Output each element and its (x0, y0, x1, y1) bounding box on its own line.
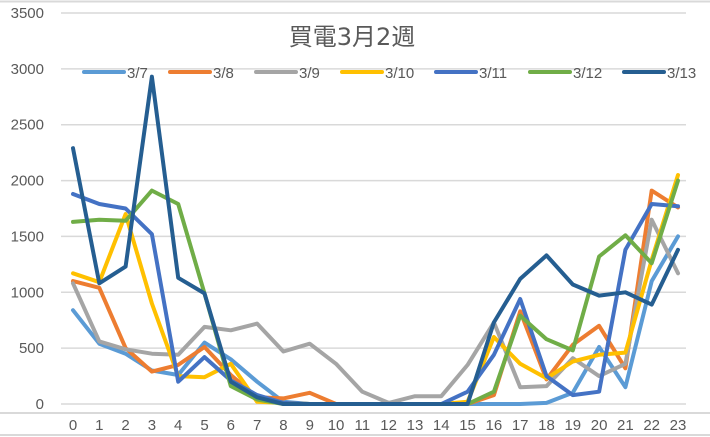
x-tick-label: 0 (69, 417, 77, 434)
series-lines (71, 74, 680, 406)
x-axis-ticks: 0 1 2 3 4 5 6 7 8 9 10 11 12 13 14 15 16 17 18 19 20 21 22 23 (69, 417, 687, 434)
x-tick-label: 4 (174, 417, 182, 434)
x-tick-label: 7 (253, 417, 261, 434)
x-tick-label: 9 (306, 417, 314, 434)
x-tick-label: 3 (148, 417, 156, 434)
legend-label: 3/11 (479, 65, 507, 82)
y-axis-ticks: 0 500 1000 1500 2000 2500 3000 3500 (11, 5, 44, 413)
x-tick-label: 21 (617, 417, 634, 434)
y-tick-label: 500 (19, 340, 44, 357)
x-tick-label: 11 (355, 417, 371, 434)
legend: 3/7 3/8 3/9 3/10 3/11 3/12 3/13 (82, 65, 696, 82)
series-line-3-7 (71, 234, 680, 406)
x-tick-label: 6 (227, 417, 235, 434)
x-tick-label: 13 (407, 417, 424, 434)
x-tick-label: 19 (564, 417, 581, 434)
y-tick-label: 3000 (11, 61, 44, 78)
x-tick-label: 5 (200, 417, 208, 434)
x-tick-label: 10 (328, 417, 345, 434)
x-tick-label: 1 (95, 417, 103, 434)
x-tick-label: 23 (670, 417, 687, 434)
x-tick-label: 12 (380, 417, 397, 434)
x-tick-label: 2 (121, 417, 129, 434)
x-tick-label: 20 (591, 417, 608, 434)
legend-label: 3/7 (127, 65, 148, 82)
legend-label: 3/12 (573, 65, 602, 82)
y-tick-label: 0 (36, 396, 44, 413)
legend-label: 3/9 (299, 65, 320, 82)
y-tick-label: 1500 (11, 228, 44, 245)
x-tick-label: 22 (643, 417, 660, 434)
chart-title: 買電3月2週 (289, 23, 416, 51)
x-tick-label: 17 (512, 417, 529, 434)
x-tick-label: 8 (279, 417, 287, 434)
x-tick-label: 18 (538, 417, 555, 434)
x-tick-label: 16 (486, 417, 503, 434)
x-tick-label: 15 (459, 417, 476, 434)
y-tick-label: 2500 (11, 117, 44, 134)
y-tick-label: 2000 (11, 173, 44, 190)
x-tick-label: 14 (433, 417, 450, 434)
legend-label: 3/13 (667, 65, 696, 82)
series-line-3-13 (71, 74, 680, 406)
legend-label: 3/8 (213, 65, 234, 82)
legend-label: 3/10 (385, 65, 414, 82)
y-tick-label: 1000 (11, 284, 44, 301)
y-tick-label: 3500 (11, 5, 44, 22)
